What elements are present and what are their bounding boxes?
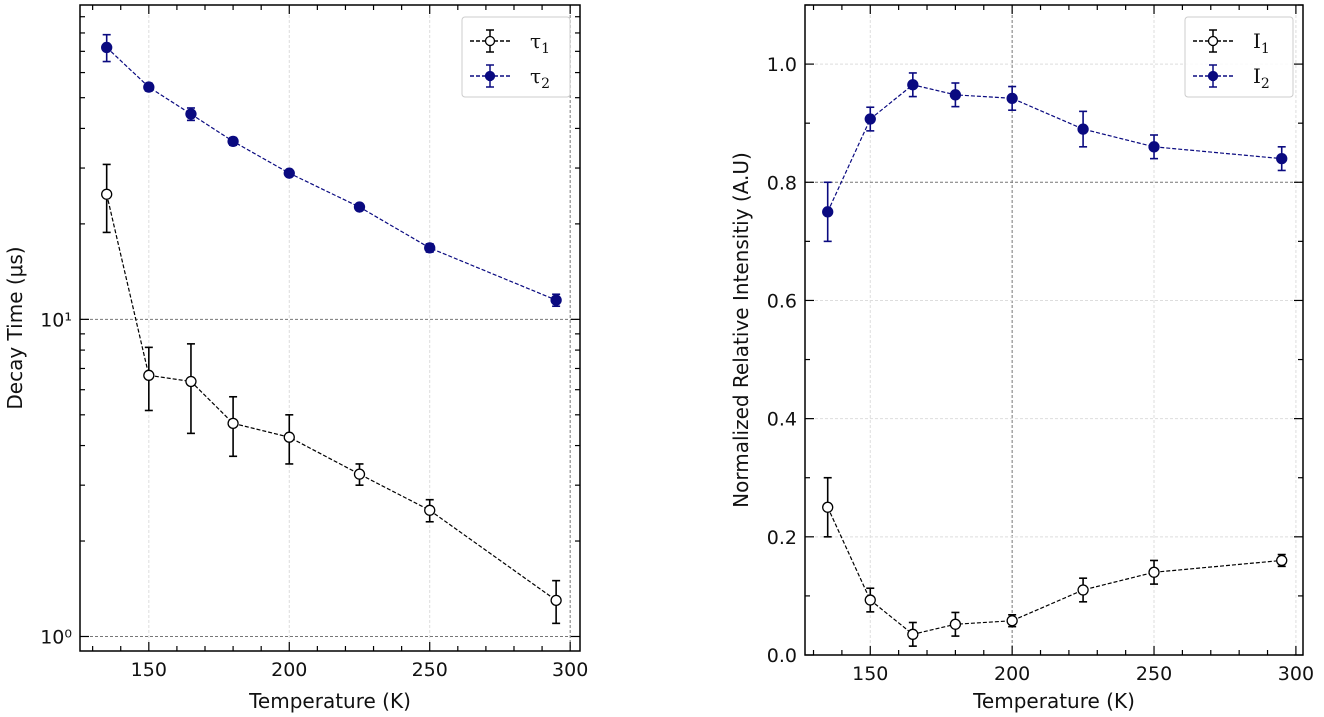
data-point bbox=[283, 431, 295, 443]
decay-time-chart: 150 200 250 300 10⁰ 10¹ Temperature (K) Decay T… bbox=[3, 4, 588, 713]
data-point bbox=[907, 628, 919, 640]
x-tick-label: 300 bbox=[552, 659, 588, 681]
data-point bbox=[1006, 615, 1018, 627]
legend-label-main: τ bbox=[530, 64, 541, 88]
legend-label: I2 bbox=[1253, 64, 1270, 92]
legend-label-subscript: 2 bbox=[541, 76, 550, 92]
data-point bbox=[1276, 554, 1288, 567]
data-point bbox=[283, 167, 295, 179]
x-tick-label: 200 bbox=[994, 663, 1030, 685]
data-point bbox=[1077, 123, 1089, 135]
data-point bbox=[864, 113, 876, 125]
legend-label-subscript: 2 bbox=[1261, 76, 1270, 92]
legend-box bbox=[1184, 16, 1294, 98]
y-tick-label: 0.8 bbox=[767, 172, 797, 194]
series-line bbox=[827, 84, 1282, 213]
y-axis-label: Normalized Relative Intensitiy (A.U) bbox=[729, 152, 753, 508]
data-point bbox=[353, 468, 366, 480]
y-tick-label: 0.0 bbox=[767, 645, 797, 667]
x-axis-label: Temperature (K) bbox=[248, 689, 411, 713]
data-point bbox=[101, 188, 113, 200]
series-τ2 bbox=[101, 33, 562, 308]
y-tick-label: 0.2 bbox=[767, 527, 797, 549]
legend-label-main: τ bbox=[530, 29, 541, 53]
x-tick-label: 250 bbox=[412, 659, 448, 681]
y-tick-label: 0.6 bbox=[767, 290, 797, 312]
data-point bbox=[949, 618, 962, 630]
plot-frame bbox=[804, 4, 1304, 656]
x-tick-label: 300 bbox=[1278, 663, 1314, 685]
x-tick-label: 150 bbox=[852, 663, 888, 685]
relative-intensity-chart: 150 200 250 300 0.0 0.2 0.4 0.6 0.8 1.0 Temperatur… bbox=[729, 4, 1314, 713]
data-point bbox=[822, 501, 834, 513]
data-point bbox=[143, 81, 155, 93]
data-point bbox=[550, 594, 562, 607]
data-point bbox=[185, 108, 197, 120]
data-point bbox=[550, 294, 562, 306]
data-point bbox=[1148, 566, 1160, 578]
data-point bbox=[907, 79, 919, 91]
y-axis-label: Decay Time (μs) bbox=[3, 246, 27, 409]
data-point bbox=[1148, 141, 1160, 153]
legend-label: τ1 bbox=[530, 29, 550, 57]
plot-frame bbox=[79, 4, 581, 652]
legend-marker bbox=[1207, 35, 1219, 47]
y-tick-label: 1.0 bbox=[767, 54, 797, 76]
series-line bbox=[827, 507, 1282, 635]
data-point bbox=[424, 242, 436, 254]
x-axis-label: Temperature (K) bbox=[972, 689, 1135, 713]
x-tick-label: 250 bbox=[1136, 663, 1172, 685]
legend-box bbox=[461, 16, 571, 98]
series-τ1 bbox=[101, 163, 562, 625]
x-tick-label: 150 bbox=[131, 659, 167, 681]
data-point bbox=[227, 135, 239, 148]
data-point bbox=[424, 504, 436, 516]
data-point bbox=[1276, 152, 1288, 165]
data-point bbox=[101, 41, 113, 54]
data-point bbox=[1006, 92, 1018, 105]
y-tick-label: 10⁰ bbox=[40, 626, 72, 648]
data-point bbox=[143, 369, 155, 381]
data-point bbox=[353, 201, 366, 213]
data-point bbox=[227, 417, 239, 429]
legend-label-subscript: 1 bbox=[541, 41, 550, 57]
legend-label-subscript: 1 bbox=[1261, 41, 1270, 57]
series-line bbox=[106, 47, 557, 301]
data-point bbox=[864, 594, 876, 606]
legend-label-main: I bbox=[1253, 64, 1261, 88]
y-tick-label: 0.4 bbox=[767, 409, 797, 431]
legend-marker bbox=[484, 70, 496, 82]
x-tick-label: 200 bbox=[271, 659, 307, 681]
legend-label: τ2 bbox=[530, 64, 550, 92]
legend-marker bbox=[1207, 70, 1219, 82]
series-I1 bbox=[822, 476, 1288, 647]
legend-marker bbox=[484, 35, 496, 47]
y-tick-label: 10¹ bbox=[40, 309, 72, 331]
data-point bbox=[822, 206, 834, 218]
series-line bbox=[106, 194, 557, 601]
data-point bbox=[1077, 584, 1089, 596]
legend-label: I1 bbox=[1253, 29, 1270, 57]
data-point bbox=[185, 375, 197, 388]
legend-label-main: I bbox=[1253, 29, 1261, 53]
data-point bbox=[949, 89, 962, 101]
series-I2 bbox=[822, 72, 1288, 243]
